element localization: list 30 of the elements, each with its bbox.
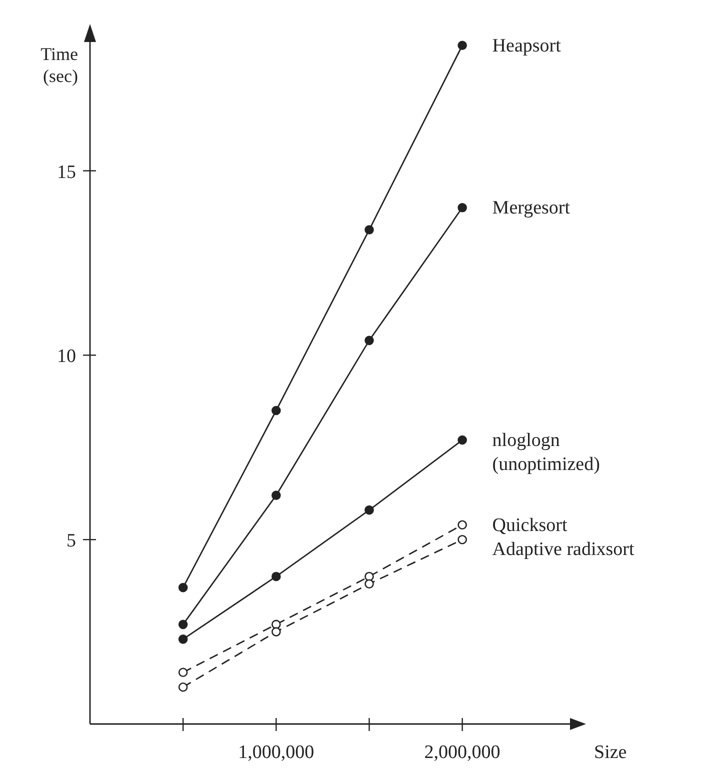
x-tick-label: 2,000,000 — [424, 742, 500, 763]
series-label: nloglogn (unoptimized) — [492, 430, 600, 476]
y-tick-label: 5 — [66, 530, 76, 552]
point — [178, 682, 188, 692]
x-axis-title: Size — [594, 742, 627, 763]
point — [458, 40, 467, 50]
x-tick-label: 1,000,000 — [238, 742, 314, 763]
series-label: Quicksort — [492, 514, 568, 536]
point — [364, 225, 374, 234]
point — [178, 634, 188, 644]
point — [272, 627, 281, 636]
series-label: Mergesort — [492, 198, 571, 219]
series-label: Heapsort — [492, 35, 562, 56]
series-label: Adaptive radixsort — [492, 538, 635, 560]
point — [178, 620, 188, 630]
y-tick-label: 15 — [57, 162, 76, 183]
point — [458, 520, 467, 530]
y-axis-title: Time (sec) — [40, 44, 78, 86]
point — [272, 490, 281, 500]
point — [458, 435, 467, 445]
point — [272, 572, 281, 582]
point — [364, 505, 374, 515]
point — [178, 668, 188, 678]
point — [364, 336, 374, 346]
y-tick-label: 10 — [57, 346, 76, 368]
point — [364, 579, 374, 588]
point — [458, 203, 467, 212]
point — [458, 534, 467, 544]
point — [178, 582, 188, 592]
point — [272, 406, 281, 416]
